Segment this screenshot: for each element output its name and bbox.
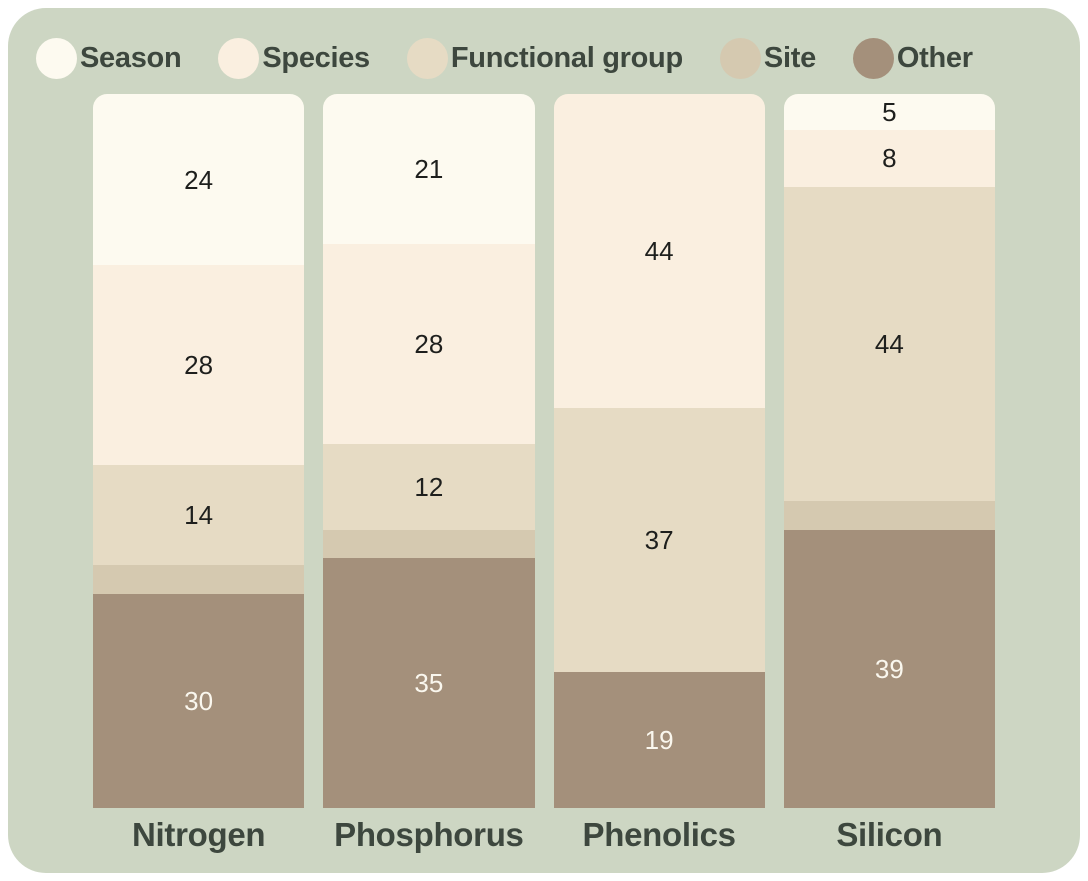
segment-value: 39	[874, 653, 904, 684]
segment-site	[93, 565, 305, 594]
segment-functional-group: 44	[783, 186, 995, 501]
bars: 24 28 14 30 21 28 12 35 44 37 19 5 8 44 39	[93, 94, 995, 808]
site-swatch-icon	[719, 37, 761, 79]
category-label-nitrogen: Nitrogen	[131, 816, 266, 853]
functional-group-swatch-icon	[406, 37, 448, 79]
segment-value: 28	[414, 328, 444, 359]
segment-value: 19	[644, 725, 674, 756]
category-label-phenolics: Phenolics	[582, 816, 736, 853]
legend-item-functional-group: Functional group	[406, 37, 683, 79]
segment-functional-group: 14	[93, 465, 305, 566]
segment-other: 19	[553, 672, 765, 808]
category-label-silicon: Silicon	[836, 816, 943, 853]
segment-value: 44	[874, 328, 904, 359]
stacked-bar-chart: 24 28 14 30 21 28 12 35 44 37 19 5 8 44 39 Nitrogen Pho…	[93, 94, 995, 854]
segment-value: 24	[184, 164, 214, 195]
segment-value: 28	[184, 350, 214, 381]
segment-season: 24	[93, 94, 305, 266]
segment-value: 21	[414, 153, 444, 184]
other-swatch-icon	[852, 37, 894, 79]
segment-value: 8	[882, 143, 897, 174]
legend-label-season: Season	[80, 41, 182, 74]
segment-season: 21	[323, 94, 535, 244]
segment-value: 5	[882, 96, 897, 127]
segment-value: 12	[414, 471, 444, 502]
legend-label-species: Species	[262, 41, 370, 74]
bar-nitrogen: 24 28 14 30	[93, 94, 305, 808]
segment-site	[323, 529, 535, 559]
category-label-phosphorus: Phosphorus	[334, 816, 524, 853]
legend-item-species: Species	[218, 37, 370, 79]
legend-item-site: Site	[719, 37, 816, 79]
bar-phosphorus: 21 28 12 35	[323, 94, 535, 808]
bar-silicon: 5 8 44 39	[783, 94, 995, 808]
legend: Season Species Functional group Site Oth…	[36, 36, 973, 80]
bar-phenolics: 44 37 19	[553, 94, 765, 808]
segment-value: 14	[184, 500, 214, 531]
segment-site	[783, 500, 995, 530]
segment-functional-group: 37	[553, 408, 765, 673]
segment-other: 35	[323, 558, 535, 808]
chart-panel: Season Species Functional group Site Oth…	[8, 8, 1080, 873]
segment-species: 44	[553, 94, 765, 409]
legend-label-other: Other	[896, 41, 973, 74]
segment-value: 44	[644, 236, 674, 267]
segment-value: 37	[644, 525, 674, 556]
legend-label-site: Site	[763, 41, 816, 74]
legend-item-season: Season	[36, 37, 182, 79]
segment-species: 8	[783, 129, 995, 187]
segment-other: 39	[783, 529, 995, 808]
legend-item-other: Other	[852, 37, 973, 79]
season-swatch-icon	[36, 37, 77, 79]
segment-value: 30	[184, 685, 214, 716]
legend-label-functional-group: Functional group	[450, 41, 683, 74]
segment-season: 5	[783, 94, 995, 130]
species-swatch-icon	[218, 37, 260, 79]
segment-species: 28	[93, 265, 305, 466]
segment-functional-group: 12	[323, 443, 535, 530]
segment-species: 28	[323, 243, 535, 444]
category-labels: Nitrogen Phosphorus Phenolics Silicon	[93, 816, 995, 854]
segment-value: 35	[414, 668, 444, 698]
segment-other: 30	[93, 593, 305, 808]
